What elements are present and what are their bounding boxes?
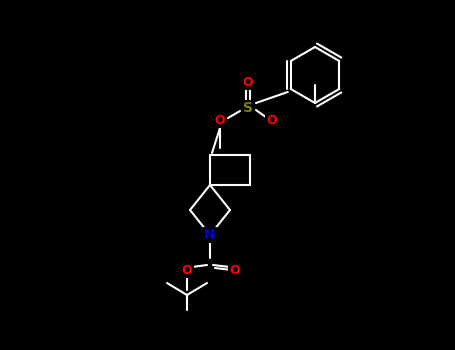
Text: O: O <box>215 113 225 126</box>
Text: O: O <box>267 113 277 126</box>
Text: O: O <box>182 264 192 276</box>
Text: N: N <box>204 228 216 242</box>
Text: O: O <box>230 264 240 276</box>
Text: O: O <box>243 76 253 89</box>
Text: S: S <box>243 101 253 115</box>
